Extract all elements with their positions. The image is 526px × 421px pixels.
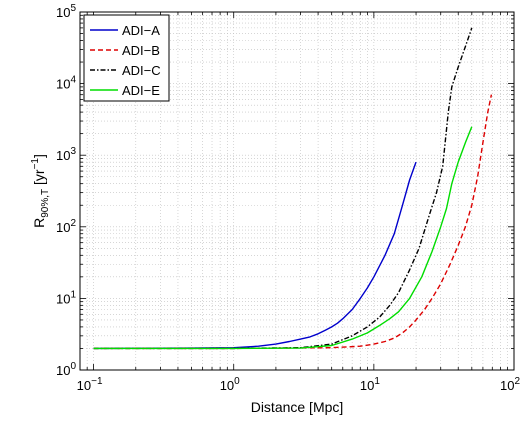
y-axis-label-units-suffix: ] (31, 154, 47, 158)
y-tick-label: 103 (56, 146, 76, 163)
y-axis-label-sub: 90%,T (40, 189, 51, 218)
y-axis-label-units-prefix: [yr (31, 169, 47, 189)
legend-label: ADI−B (122, 43, 160, 58)
legend-label: ADI−C (122, 63, 161, 78)
series-line-3 (93, 27, 473, 350)
y-tick-label: 105 (56, 3, 76, 20)
y-axis-label: R90%,T [yr−1] (30, 154, 51, 228)
y-tick-label: 104 (56, 75, 76, 92)
y-axis-label-base: R (31, 218, 47, 228)
plot-frame (79, 11, 515, 371)
series-line-4 (93, 126, 473, 350)
x-tick-label: 102 (500, 376, 520, 393)
series-line-1 (93, 161, 417, 350)
series-lines (93, 27, 493, 350)
legend: ADI−A ADI−B ADI−C ADI−E (83, 14, 170, 102)
x-tick-label: 10−1 (77, 376, 103, 393)
y-tick-label: 102 (56, 218, 76, 235)
y-axis-label-units-sup: −1 (30, 158, 41, 170)
y-tick-label: 100 (56, 361, 76, 378)
y-tick-label: 101 (56, 289, 76, 306)
axis-ticks (79, 11, 515, 371)
legend-label: ADI−A (122, 23, 160, 38)
legend-label: ADI−E (122, 83, 160, 98)
x-tick-label: 100 (220, 376, 240, 393)
x-axis-label: Distance [Mpc] (251, 399, 344, 415)
x-tick-label: 101 (360, 376, 380, 393)
